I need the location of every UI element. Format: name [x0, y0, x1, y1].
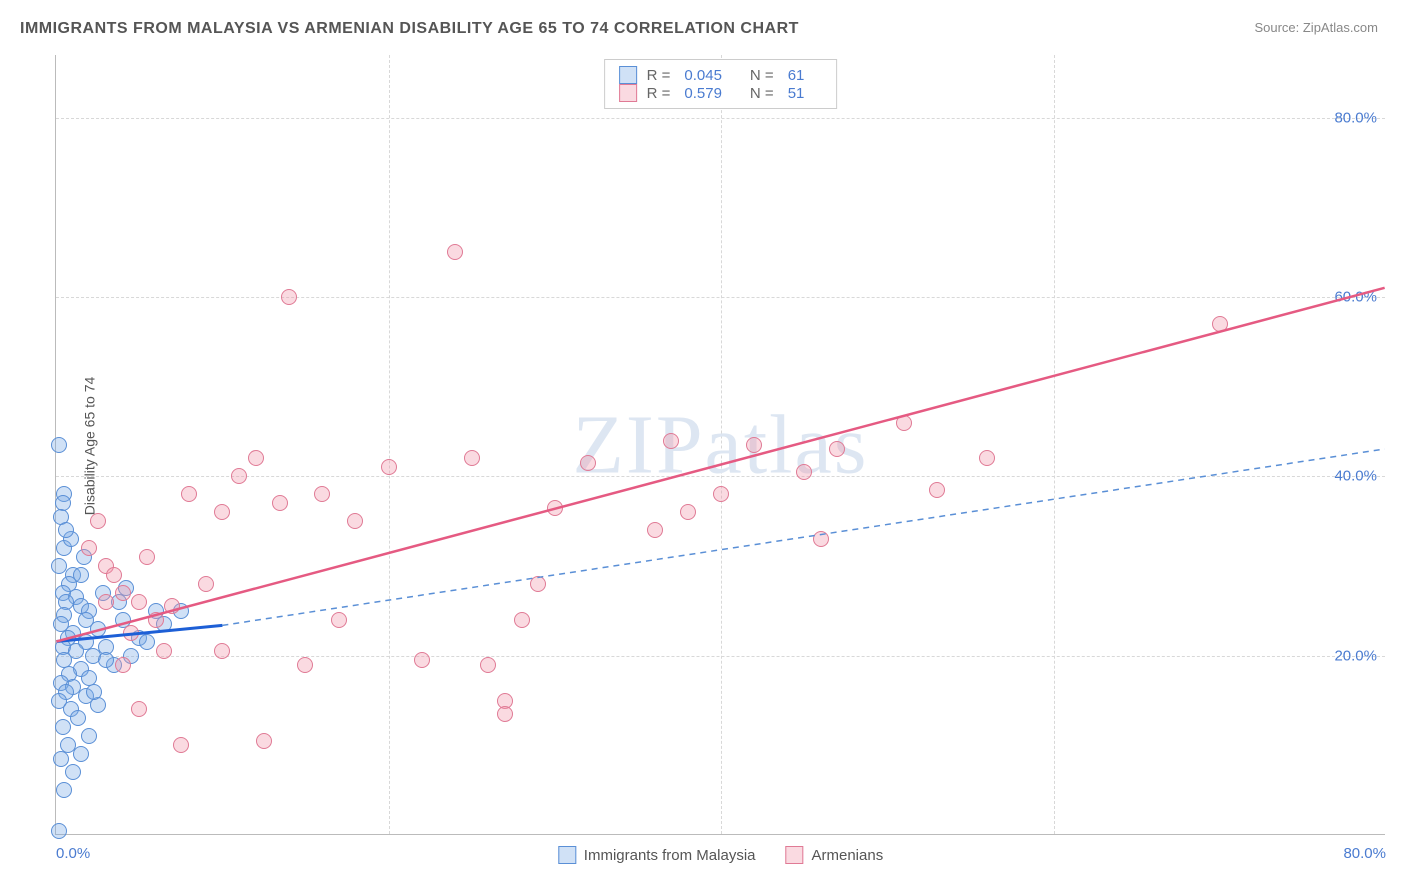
scatter-point [51, 823, 67, 839]
scatter-point [480, 657, 496, 673]
scatter-point [497, 706, 513, 722]
scatter-point [70, 710, 86, 726]
scatter-point [98, 652, 114, 668]
scatter-point [347, 513, 363, 529]
scatter-point [115, 585, 131, 601]
source-label: Source: [1254, 20, 1302, 35]
scatter-point [829, 441, 845, 457]
legend-n-label: N = [750, 85, 774, 102]
scatter-point [680, 504, 696, 520]
scatter-point [580, 455, 596, 471]
scatter-point [131, 594, 147, 610]
scatter-point [86, 684, 102, 700]
series-legend-label: Immigrants from Malaysia [584, 847, 756, 864]
scatter-point [256, 733, 272, 749]
scatter-point [414, 652, 430, 668]
scatter-point [156, 643, 172, 659]
scatter-point [896, 415, 912, 431]
scatter-point [647, 522, 663, 538]
scatter-point [297, 657, 313, 673]
scatter-point [514, 612, 530, 628]
legend-n-value: 51 [788, 85, 805, 102]
scatter-point [272, 495, 288, 511]
scatter-point [55, 719, 71, 735]
legend-r-label: R = [647, 67, 671, 84]
scatter-point [164, 598, 180, 614]
series-legend: Immigrants from Malaysia Armenians [550, 846, 891, 864]
scatter-point [81, 728, 97, 744]
scatter-point [248, 450, 264, 466]
scatter-point [115, 657, 131, 673]
scatter-point [314, 486, 330, 502]
gridline-vertical [389, 55, 390, 834]
scatter-point [98, 594, 114, 610]
scatter-point [530, 576, 546, 592]
scatter-point [181, 486, 197, 502]
scatter-point [51, 437, 67, 453]
legend-swatch [619, 66, 637, 84]
scatter-point [447, 244, 463, 260]
chart-title: IMMIGRANTS FROM MALAYSIA VS ARMENIAN DIS… [20, 20, 799, 38]
scatter-point [979, 450, 995, 466]
x-tick-label: 0.0% [56, 845, 90, 862]
y-tick-label: 80.0% [1334, 109, 1377, 126]
scatter-point [746, 437, 762, 453]
scatter-point [58, 522, 74, 538]
scatter-point [73, 746, 89, 762]
scatter-point [173, 737, 189, 753]
y-tick-label: 40.0% [1334, 468, 1377, 485]
scatter-point [65, 764, 81, 780]
scatter-point [131, 701, 147, 717]
legend-n-label: N = [750, 67, 774, 84]
series-legend-item: Immigrants from Malaysia [558, 846, 756, 864]
legend-r-value: 0.579 [684, 85, 722, 102]
scatter-point [198, 576, 214, 592]
gridline-vertical [721, 55, 722, 834]
legend-n-value: 61 [788, 67, 805, 84]
scatter-point [281, 289, 297, 305]
scatter-point [929, 482, 945, 498]
correlation-legend: R = 0.045 N = 61 R = 0.579 N = 51 [604, 59, 838, 109]
y-tick-label: 20.0% [1334, 647, 1377, 664]
series-legend-item: Armenians [786, 846, 884, 864]
legend-swatch [558, 846, 576, 864]
scatter-point [381, 459, 397, 475]
series-legend-label: Armenians [812, 847, 884, 864]
scatter-point [148, 612, 164, 628]
scatter-point [1212, 316, 1228, 332]
scatter-point [90, 621, 106, 637]
y-tick-label: 60.0% [1334, 289, 1377, 306]
scatter-point [81, 540, 97, 556]
legend-r-value: 0.045 [684, 67, 722, 84]
scatter-point [796, 464, 812, 480]
legend-row: R = 0.045 N = 61 [619, 66, 823, 84]
scatter-point [139, 634, 155, 650]
source-attribution: Source: ZipAtlas.com [1254, 20, 1378, 35]
scatter-point [90, 513, 106, 529]
source-value: ZipAtlas.com [1303, 20, 1378, 35]
legend-r-label: R = [647, 85, 671, 102]
legend-row: R = 0.579 N = 51 [619, 84, 823, 102]
scatter-point [547, 500, 563, 516]
scatter-point [123, 625, 139, 641]
scatter-point [813, 531, 829, 547]
legend-swatch [619, 84, 637, 102]
gridline-vertical [1054, 55, 1055, 834]
scatter-point [139, 549, 155, 565]
scatter-point [331, 612, 347, 628]
scatter-point [713, 486, 729, 502]
scatter-point [231, 468, 247, 484]
scatter-point [214, 643, 230, 659]
scatter-point [214, 504, 230, 520]
scatter-point [106, 567, 122, 583]
scatter-chart: ZIPatlas R =0.045N =61R =0.579N =51 Immi… [55, 55, 1385, 835]
scatter-point [56, 782, 72, 798]
scatter-point [73, 567, 89, 583]
scatter-point [53, 751, 69, 767]
x-tick-label: 80.0% [1343, 845, 1386, 862]
scatter-point [464, 450, 480, 466]
scatter-point [663, 433, 679, 449]
legend-swatch [786, 846, 804, 864]
